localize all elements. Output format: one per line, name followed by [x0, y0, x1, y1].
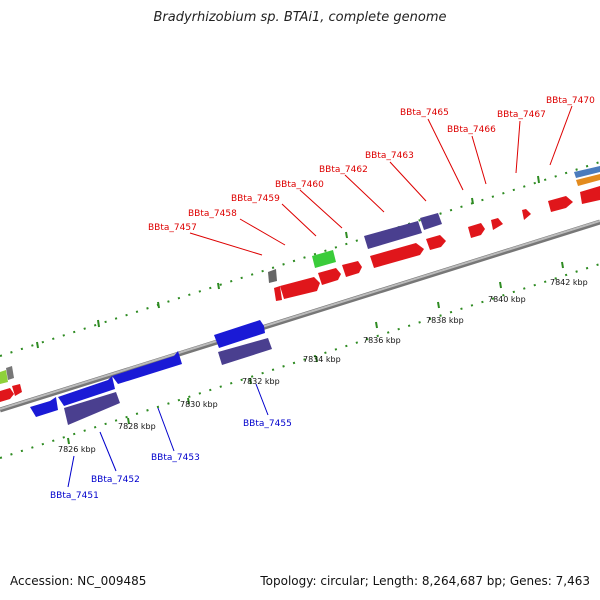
gene-red-1: [274, 286, 282, 301]
gene-red-3: [318, 268, 341, 285]
gene-purple-2: [420, 213, 442, 230]
gene-label: BBta_7467: [497, 110, 546, 120]
gene-label: BBta_7463: [365, 151, 414, 161]
gene-blue-3: [112, 351, 182, 384]
major-ticks: [36, 175, 564, 445]
leader-lines-blue: [67, 383, 269, 488]
gene-green-left: [0, 370, 8, 384]
gene-lightblue: [574, 166, 600, 178]
gene-red-10: [548, 196, 573, 212]
gene-red-left: [0, 388, 14, 402]
gene-red-upper-end: [580, 186, 600, 204]
gene-label: BBta_7459: [231, 194, 280, 204]
tick-labels: 7826 kbp 7828 kbp 7830 kbp 7832 kbp 7834…: [58, 278, 588, 454]
lower-gene-labels: BBta_7451 BBta_7452 BBta_7453 BBta_7455: [50, 419, 292, 501]
gene-red-7: [468, 223, 485, 238]
gene-purple-1: [364, 221, 422, 249]
gene-label: BBta_7465: [400, 108, 449, 118]
tick-label: 7842 kbp: [550, 278, 588, 287]
outer-tick-track: [0, 161, 600, 357]
gene-orange: [576, 174, 600, 186]
tick-label: 7828 kbp: [118, 422, 156, 431]
upper-gene-labels: BBta_7457 BBta_7458 BBta_7459 BBta_7460 …: [148, 96, 595, 233]
gene-red-8: [491, 218, 503, 230]
gene-grey: [268, 269, 277, 283]
forward-genes: [0, 196, 573, 402]
genome-backbone: [0, 219, 600, 413]
tick-label: 7840 kbp: [488, 295, 526, 304]
figure-title: Bradyrhizobium sp. BTAi1, complete genom…: [153, 10, 447, 25]
upper-genes: [268, 166, 600, 283]
tick-label: 7834 kbp: [303, 355, 341, 364]
reverse-genes: [0, 320, 272, 425]
gene-purple-3: [64, 392, 120, 425]
gene-label: BBta_7452: [91, 475, 140, 485]
gene-label: BBta_7460: [275, 180, 324, 190]
gene-green: [312, 250, 336, 268]
gene-grey-left: [6, 366, 14, 380]
gene-blue-4: [214, 320, 265, 348]
gene-label: BBta_7455: [243, 419, 292, 429]
gene-label: BBta_7462: [319, 165, 368, 175]
gene-label: BBta_7470: [546, 96, 595, 106]
gene-blue-2: [58, 376, 115, 406]
leader-lines-red: [189, 105, 573, 256]
tick-label: 7836 kbp: [363, 336, 401, 345]
accession-text: Accession: NC_009485: [10, 574, 147, 588]
tick-label: 7832 kbp: [242, 377, 280, 386]
tick-label: 7826 kbp: [58, 445, 96, 454]
topology-text: Topology: circular; Length: 8,264,687 bp…: [260, 574, 590, 588]
gene-blue-1: [30, 397, 58, 417]
gene-red-left-2: [12, 384, 22, 396]
gene-label: BBta_7453: [151, 453, 200, 463]
gene-label: BBta_7457: [148, 223, 197, 233]
gene-red-6: [426, 235, 446, 250]
tick-label: 7830 kbp: [180, 400, 218, 409]
gene-label: BBta_7466: [447, 125, 496, 135]
gene-label: BBta_7451: [50, 491, 99, 501]
gene-label: BBta_7458: [188, 209, 237, 219]
tick-label: 7838 kbp: [426, 316, 464, 325]
gene-red-9: [522, 209, 531, 220]
gene-purple-4: [218, 338, 272, 365]
gene-red-5: [370, 243, 424, 268]
gene-red-4: [342, 261, 362, 277]
gene-red-2: [280, 277, 320, 299]
